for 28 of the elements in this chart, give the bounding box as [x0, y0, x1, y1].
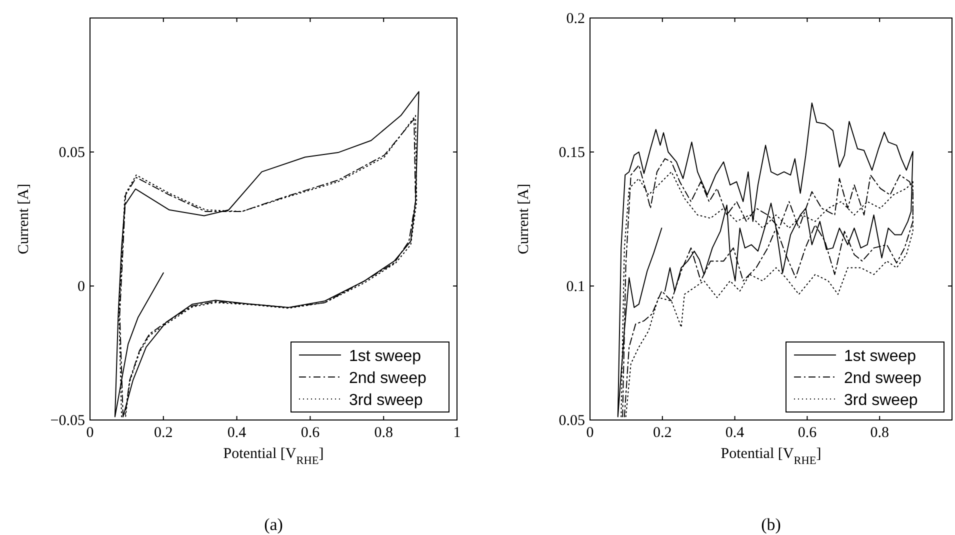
y-tick-label: 0.1 — [566, 279, 585, 295]
legend-label: 3rd sweep — [844, 392, 918, 409]
x-tick-label: 0.2 — [154, 425, 173, 441]
x-tick-label: 0.8 — [870, 425, 889, 441]
x-tick-label: 1 — [453, 425, 461, 441]
x-tick-label: 0.6 — [300, 425, 320, 441]
legend-label: 1st sweep — [349, 348, 422, 365]
x-axis-title: Potential [V$_{RHE}$] — [223, 446, 324, 467]
x-axis-title: Potential [V$_{RHE}$] — [720, 446, 822, 467]
legend-label: 1st sweep — [844, 348, 916, 365]
legend-label: 2nd sweep — [349, 370, 426, 387]
x-tick-label: 0.4 — [725, 425, 745, 441]
y-tick-label: 0.2 — [566, 11, 585, 27]
y-axis-title: Current [A] — [16, 184, 32, 254]
y-tick-label: 0.05 — [558, 413, 585, 429]
legend-label: 2nd sweep — [844, 370, 922, 387]
text: (b) — [761, 515, 781, 534]
y-axis-title: Current [A] — [516, 184, 532, 254]
x-tick-label: 0.2 — [653, 425, 672, 441]
y-tick-label: 0.05 — [58, 145, 85, 161]
legend-label: 3rd sweep — [349, 392, 423, 409]
x-tick-label: 0.4 — [227, 425, 247, 441]
y-tick-label: 0.15 — [558, 145, 585, 161]
x-tick-label: 0.6 — [798, 425, 818, 441]
y-tick-label: −0.05 — [50, 413, 85, 429]
x-tick-label: 0.8 — [374, 425, 393, 441]
text: (a) — [264, 515, 283, 534]
y-tick-label: 0 — [78, 279, 85, 295]
